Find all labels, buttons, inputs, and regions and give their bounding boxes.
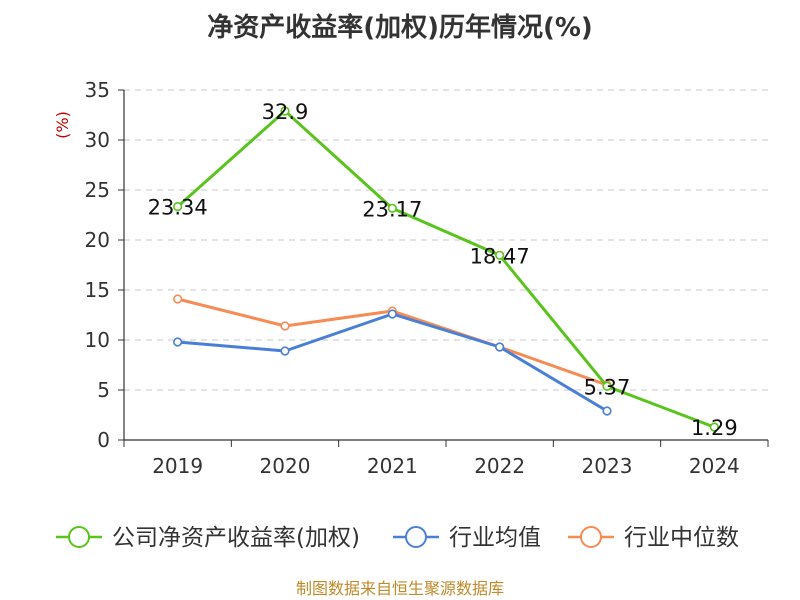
y-tick-label: 5 — [97, 378, 110, 402]
x-tick-labels: 2019 2020 2021 2022 2023 2024 — [152, 454, 740, 478]
x-tick-label: 2024 — [689, 454, 740, 478]
data-point — [495, 342, 505, 352]
x-tick-label: 2021 — [367, 454, 418, 478]
data-point — [173, 337, 183, 347]
data-point — [280, 321, 290, 331]
data-point — [280, 106, 290, 116]
series-line — [176, 109, 715, 429]
data-point — [280, 346, 290, 356]
legend-label: 行业均值 — [449, 525, 541, 551]
x-tick-label: 2019 — [152, 454, 203, 478]
data-point — [173, 202, 183, 212]
data-label: 5.37 — [584, 375, 631, 399]
data-point — [173, 294, 183, 304]
y-tick-label: 10 — [85, 328, 110, 352]
y-tick-label: 25 — [85, 178, 110, 202]
data-label: 23.17 — [362, 197, 422, 221]
chart-title: 净资产收益率(加权)历年情况(%) — [207, 12, 593, 43]
y-tick-label: 30 — [85, 128, 110, 152]
legend-label: 公司净资产收益率(加权) — [112, 525, 360, 551]
x-tick-label: 2023 — [582, 454, 633, 478]
data-label: 23.34 — [148, 196, 208, 220]
y-tick-label: 0 — [97, 428, 110, 452]
legend: 公司净资产收益率(加权) 行业均值 行业中位数 — [56, 525, 739, 551]
y-tick-label: 15 — [85, 278, 110, 302]
data-label: 18.47 — [470, 244, 530, 268]
y-tick-label: 20 — [85, 228, 110, 252]
y-tick-labels: 0 5 10 15 20 25 30 35 — [85, 78, 110, 452]
x-tick-label: 2022 — [474, 454, 525, 478]
data-point — [602, 406, 612, 416]
data-label: 1.29 — [691, 416, 738, 440]
data-point — [602, 381, 612, 391]
legend-swatch-marker — [68, 526, 90, 548]
series-group — [173, 106, 719, 432]
y-tick-label: 35 — [85, 78, 110, 102]
data-point — [387, 203, 397, 213]
grid-lines — [124, 89, 768, 391]
data-label: 32.9 — [262, 100, 309, 124]
data-point — [495, 250, 505, 260]
x-tick-label: 2020 — [260, 454, 311, 478]
axes — [118, 89, 769, 447]
data-labels: 23.34 32.9 23.17 18.47 5.37 1.29 — [148, 100, 738, 440]
legend-swatch-marker — [580, 526, 602, 548]
source-note: 制图数据来自恒生聚源数据库 — [296, 579, 504, 598]
legend-swatch-marker — [405, 526, 427, 548]
y-axis-label: (%) — [53, 111, 72, 139]
data-point — [387, 309, 397, 319]
data-point — [709, 422, 719, 432]
legend-label: 行业中位数 — [624, 525, 739, 551]
